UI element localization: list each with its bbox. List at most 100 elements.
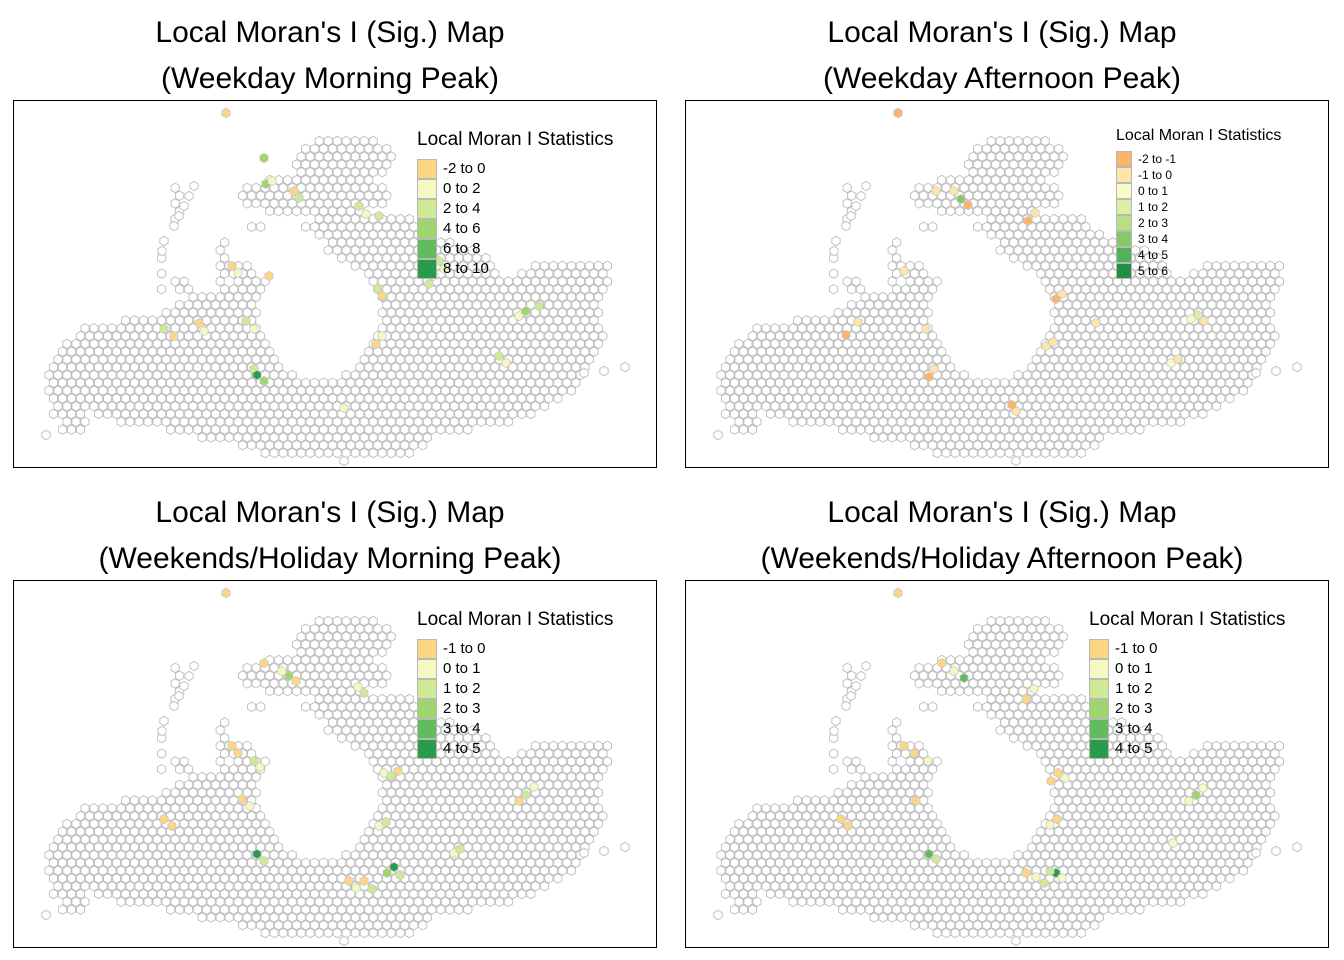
hexagon-cell <box>833 354 843 365</box>
hexagon-cell <box>1220 307 1230 318</box>
hexagon-cell <box>314 662 324 674</box>
hexagon-cell <box>463 361 473 373</box>
hexagon-map <box>713 107 1302 467</box>
hexagon-cell <box>125 896 135 908</box>
hexagon-cell <box>1045 393 1055 404</box>
hexagon-cell <box>436 873 446 884</box>
hexagon-cell <box>350 912 360 923</box>
hexagon-cell <box>1108 810 1118 822</box>
hexagon-cell <box>1207 763 1217 775</box>
hexagon-cell <box>824 400 834 412</box>
hexagon-cell <box>1049 416 1059 428</box>
hexagon-cell <box>914 432 924 443</box>
hexagon-cell <box>472 732 482 744</box>
hexagon-cell <box>184 795 194 806</box>
hexagon-cell <box>811 330 821 342</box>
hexagon-cell <box>878 369 888 381</box>
hexagon-cell <box>1238 787 1248 798</box>
hexagon-cell <box>350 369 360 381</box>
hexagon-cell <box>152 400 162 412</box>
hexagon-cell <box>112 346 122 357</box>
hexagon-cell <box>1139 291 1149 303</box>
hexagon-cell <box>494 416 504 428</box>
hexagon-cell <box>341 912 351 923</box>
hexagon-cell <box>1009 424 1019 435</box>
hexagon-cell <box>1076 787 1086 798</box>
hexagon-cell <box>1067 322 1077 334</box>
hexagon-cell <box>202 424 212 435</box>
hexagon-cell <box>1157 369 1167 381</box>
hexagon-cell <box>1225 393 1235 404</box>
hexagon-cell <box>463 330 473 342</box>
hexagon-cell <box>238 841 248 853</box>
hexagon-cell <box>1108 346 1118 357</box>
hexagon-cell <box>346 685 356 697</box>
hexagon-cell <box>896 322 906 334</box>
hexagon-cell <box>377 678 387 689</box>
hexagon-cell <box>544 795 554 806</box>
hexagon-cell <box>175 393 185 404</box>
hexagon-cell <box>215 244 225 256</box>
hexagon-cell <box>1229 385 1239 396</box>
hexagon-cell <box>1117 408 1127 420</box>
hexagon-cell <box>256 701 266 713</box>
hexagon-cell <box>494 880 504 892</box>
hexagon-cell <box>941 354 951 365</box>
hexagon-cell <box>283 685 293 697</box>
hexagon-cell <box>1009 717 1019 728</box>
hexagon-cell <box>481 346 491 357</box>
hexagon-cell <box>454 346 464 357</box>
hexagon-cell <box>865 299 875 311</box>
hexagon-cell <box>1090 810 1100 822</box>
hexagon-cell <box>896 818 906 830</box>
hexagon-cell <box>449 880 459 892</box>
hexagon-cell <box>914 400 924 412</box>
hexagon-cell <box>1175 818 1185 830</box>
hexagon-cell <box>103 393 113 404</box>
hexagon-cell <box>802 377 812 389</box>
hexagon-cell <box>476 865 486 876</box>
hexagon-cell <box>247 810 257 822</box>
hexagon-cell <box>1117 424 1127 435</box>
hexagon-cell <box>1112 802 1122 814</box>
hexagon-cell <box>955 174 965 186</box>
hexagon-cell <box>125 354 135 365</box>
hexagon-cell <box>566 385 576 396</box>
hexagon-cell <box>76 330 86 342</box>
hexagon-cell <box>157 873 167 884</box>
hexagon-cell <box>1036 408 1046 420</box>
hexagon-cell <box>937 670 947 681</box>
hexagon-cell <box>1063 346 1073 357</box>
hexagon-cell <box>89 834 99 845</box>
hexagon-cell <box>1049 787 1059 798</box>
hexagon-cell <box>770 400 780 412</box>
hexagon-cell <box>179 802 189 814</box>
hexagon-cell <box>274 873 284 884</box>
hexagon-cell <box>1072 763 1082 775</box>
hexagon-cell <box>575 291 585 303</box>
hexagon-cell <box>220 779 230 791</box>
hexagon-cell <box>197 400 207 412</box>
hexagon-cell <box>734 818 744 830</box>
hexagon-cell <box>566 260 576 272</box>
hexagon-cell <box>544 841 554 853</box>
hexagon-cell <box>490 763 500 775</box>
hexagon-cell <box>413 865 423 876</box>
hexagon-cell <box>202 393 212 404</box>
hexagon-cell <box>526 268 536 279</box>
hexagon-cell <box>220 393 230 404</box>
hexagon-cell <box>1049 385 1059 396</box>
hexagon-cell <box>103 330 113 342</box>
hexagon-cell <box>841 220 851 232</box>
legend-label: -2 to -1 <box>1138 152 1177 166</box>
hexagon-cell <box>1067 229 1077 240</box>
hexagon-cell <box>1153 857 1163 869</box>
hexagon-cell <box>887 724 897 736</box>
hexagon-cell <box>1018 237 1028 248</box>
hexagon-cell <box>1045 221 1055 233</box>
hexagon-cell <box>734 338 744 350</box>
hexagon-cell <box>436 408 446 420</box>
hexagon-cell <box>1256 834 1266 845</box>
hexagon-cell <box>535 826 545 837</box>
hexagon-cell <box>247 221 257 233</box>
